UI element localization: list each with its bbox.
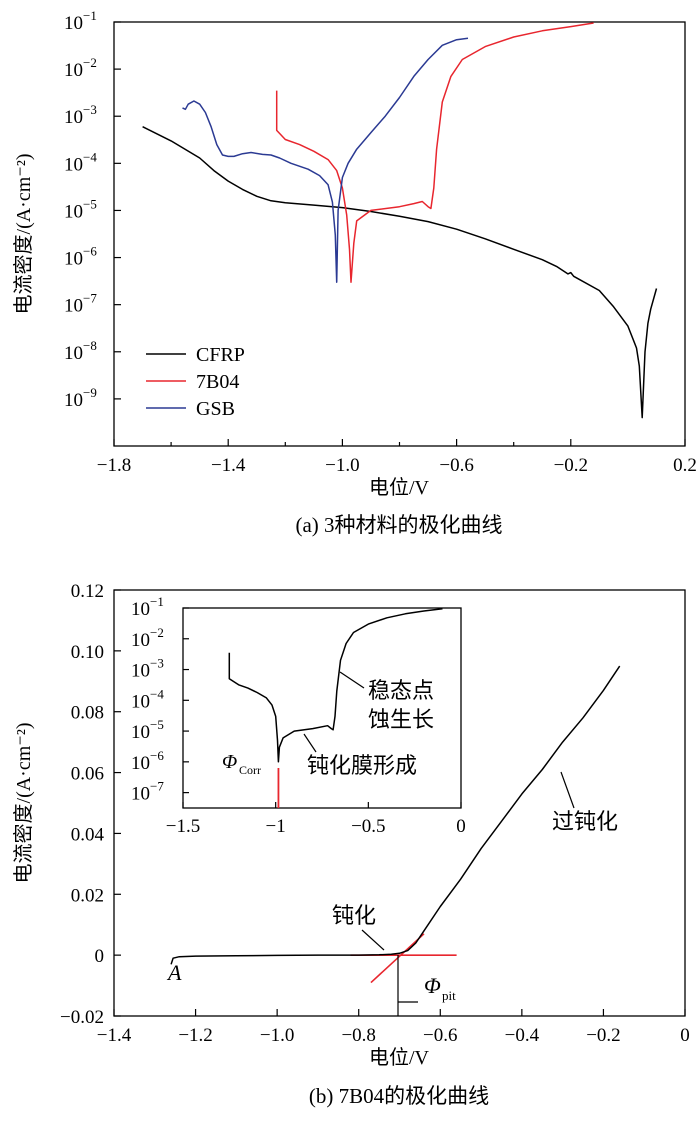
inset-x-tick-label: −1 xyxy=(266,816,286,837)
panel-b-caption: (b) 7B04的极化曲线 xyxy=(309,1084,489,1108)
inset-x-tick-label: −0.5 xyxy=(351,816,385,837)
inset-y-tick-label: 10−5 xyxy=(131,717,164,743)
panel-a-caption: (a) 3种材料的极化曲线 xyxy=(295,513,502,537)
inset-phi-corr-subscript: Corr xyxy=(239,763,261,777)
panel-a-y-tick-label: 10−6 xyxy=(64,244,97,270)
panel-a-y-tick-label: 10−4 xyxy=(64,149,97,175)
inset-pitting-label-1: 稳态点 xyxy=(368,679,434,704)
panel-a-y-tick-label: 10−8 xyxy=(64,338,97,364)
inset-pitting-label-2: 蚀生长 xyxy=(368,708,434,733)
panel-b-plot-frame xyxy=(113,589,686,1017)
panel-b-y-tick-label: 0.08 xyxy=(71,703,104,724)
legend-label-gsb: GSB xyxy=(196,398,235,420)
inset-phi-corr-symbol: Φ xyxy=(222,751,237,773)
panel-a-x-tick-label: −0.2 xyxy=(554,455,588,476)
panel-b-y-tick-label: 0.10 xyxy=(71,642,104,663)
passivation-leader xyxy=(361,929,385,951)
inset-film-label: 钝化膜形成 xyxy=(307,754,417,779)
inset-y-tick-label: 10−4 xyxy=(131,686,164,712)
inset-y-tick-label: 10−1 xyxy=(131,594,164,620)
panel-b-y-tick-label: 0.12 xyxy=(71,581,104,602)
inset-plot-frame xyxy=(182,607,462,809)
panel-a-x-tick-label: −1.4 xyxy=(211,455,246,476)
panel-b-x-tick-label: −1.2 xyxy=(178,1025,212,1046)
panel-a-chart: −1.8 −1.4 −1.0 −0.6 −0.2 0.2 10−9 10−8 10−7 10−6 1… xyxy=(12,8,697,537)
panel-a-curves xyxy=(142,22,658,419)
panel-b-y-axis-label: 电流密度/(A·cm⁻²) xyxy=(12,723,35,884)
series-line-gsb xyxy=(182,37,469,283)
panel-b-x-tick-label: 0 xyxy=(680,1025,690,1046)
inset-y-tick-label: 10−2 xyxy=(131,625,164,651)
panel-a-x-tick-label: 0.2 xyxy=(673,455,697,476)
inset-y-tick-label: 10−6 xyxy=(131,748,164,774)
panel-a-x-tick-label: −1.0 xyxy=(325,455,359,476)
panel-a-y-tick-label: 10−2 xyxy=(64,55,97,81)
panel-b-y-tick-label: 0.02 xyxy=(71,885,104,906)
passivation-label: 钝化 xyxy=(332,904,376,929)
start-point-label: A xyxy=(166,960,182,985)
panel-b-x-tick-label: −0.4 xyxy=(505,1025,540,1046)
panel-b-y-tick-label: −0.02 xyxy=(60,1007,104,1028)
inset-film-leader xyxy=(303,733,317,753)
inset-curves xyxy=(228,607,443,808)
inset-ticks: −1.5 −1 −0.5 0 10−7 10−6 10−5 10−4 10−3 10−2 10−1 xyxy=(131,594,466,837)
series-line-7b04 xyxy=(275,22,594,283)
panel-a-x-tick-label: −0.6 xyxy=(439,455,473,476)
series-line-7b04-linear xyxy=(170,665,621,965)
inset-x-tick-label: 0 xyxy=(456,816,466,837)
panel-b-y-tick-label: 0.04 xyxy=(71,824,105,845)
panel-b-x-axis-label: 电位/V xyxy=(369,1046,430,1069)
legend-label-7b04: 7B04 xyxy=(196,371,239,393)
inset-pitting-leader xyxy=(339,671,365,689)
panel-b-x-tick-label: −0.2 xyxy=(586,1025,620,1046)
panel-b-x-tick-label: −1.0 xyxy=(260,1025,294,1046)
panel-b-y-tick-label: 0.06 xyxy=(71,764,104,785)
series-line-cfrp xyxy=(142,126,658,419)
panel-a-x-tick-label: −1.8 xyxy=(97,455,131,476)
transpassivation-leader xyxy=(560,771,575,809)
panel-a-y-axis-label: 电流密度/(A·cm⁻²) xyxy=(12,154,35,315)
inset-y-tick-label: 10−3 xyxy=(131,656,164,682)
phi-pit-symbol: Φ xyxy=(424,973,441,998)
transpassivation-label: 过钝化 xyxy=(552,810,618,835)
panel-a-y-tick-label: 10−7 xyxy=(64,291,97,317)
panel-a-y-tick-label: 10−9 xyxy=(64,385,97,411)
panel-b-y-tick-label: 0 xyxy=(95,946,105,967)
panel-a-y-tick-label: 10−1 xyxy=(64,8,97,34)
inset-x-tick-label: −1.5 xyxy=(166,816,200,837)
panel-b-x-tick-label: −0.6 xyxy=(423,1025,457,1046)
inset-series-line xyxy=(228,607,443,763)
panel-a-y-tick-label: 10−5 xyxy=(64,196,97,222)
panel-b-ticks: −1.4 −1.2 −1.0 −0.8 −0.6 −0.4 −0.2 0 −0.02 0 0.02 0… xyxy=(60,581,690,1046)
panel-a-x-axis-label: 电位/V xyxy=(369,476,430,499)
panel-a-legend: CFRP 7B04 GSB xyxy=(146,344,245,420)
panel-a-y-tick-label: 10−3 xyxy=(64,102,97,128)
legend-label-cfrp: CFRP xyxy=(196,344,245,366)
inset-y-tick-label: 10−7 xyxy=(131,779,164,805)
panel-a-ticks: −1.8 −1.4 −1.0 −0.6 −0.2 0.2 10−9 10−8 10−7 10−6 1… xyxy=(64,8,697,476)
panel-b-x-tick-label: −1.4 xyxy=(97,1025,132,1046)
phi-pit-subscript: pit xyxy=(442,988,456,1003)
panel-b-chart: −1.4 −1.2 −1.0 −0.8 −0.6 −0.4 −0.2 0 −0.02 0 0.02 0… xyxy=(12,581,690,1108)
panel-b-inset: −1.5 −1 −0.5 010−710−610−510−410−310−210−1 … xyxy=(131,594,466,837)
panel-b-x-tick-label: −0.8 xyxy=(341,1025,375,1046)
